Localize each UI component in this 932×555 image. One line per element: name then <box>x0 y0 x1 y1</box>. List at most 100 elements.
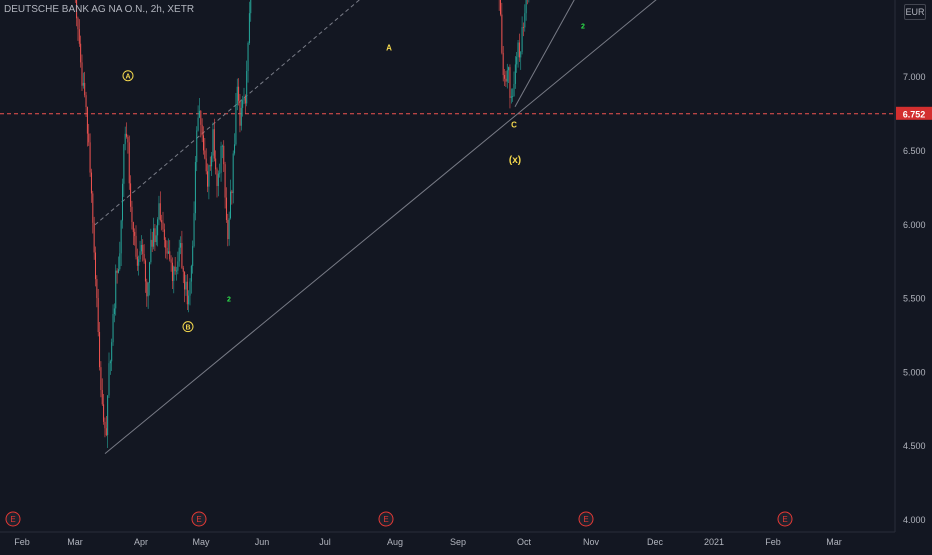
candle-body <box>167 251 169 254</box>
candle-body <box>97 297 99 333</box>
candle-body <box>140 244 142 252</box>
wave-label[interactable]: 2 <box>581 24 585 31</box>
candle-body <box>204 150 206 159</box>
candle-body <box>231 191 233 194</box>
candle-body <box>123 144 125 184</box>
wave-label[interactable]: 2 <box>227 297 231 304</box>
wave-label[interactable]: 1 <box>196 0 200 1</box>
candle-body <box>171 262 173 281</box>
wave-label[interactable]: (x) <box>509 155 521 166</box>
candle-body <box>244 97 246 104</box>
candle-body <box>130 183 132 207</box>
candle-body <box>248 13 250 44</box>
candle-body <box>111 342 113 362</box>
earnings-marker[interactable] <box>5 511 21 527</box>
candle-body <box>219 172 221 174</box>
candle-body <box>85 95 87 108</box>
candle-body <box>134 231 136 236</box>
candle-body <box>234 144 236 154</box>
trend-lines-layer <box>94 0 822 454</box>
earnings-marker[interactable] <box>191 511 207 527</box>
candle-body <box>90 172 92 194</box>
candle-body <box>217 173 219 187</box>
candle-body <box>166 247 168 254</box>
time-tick-label: 2021 <box>704 537 724 547</box>
trend-line[interactable] <box>514 0 785 107</box>
candle-body <box>159 203 161 221</box>
axes-layer: 4.000 4.500 5.000 5.500 6.000 6.500 7.000 Feb Ma… <box>0 0 926 547</box>
price-tick-label: 6.500 <box>903 146 926 156</box>
candle-body <box>138 259 140 266</box>
candle-body <box>122 183 123 221</box>
candle-body <box>182 267 184 272</box>
candle-body <box>513 83 515 97</box>
candle-body <box>108 363 110 396</box>
candle-body <box>84 82 86 96</box>
currency-button[interactable]: EUR <box>904 4 926 20</box>
price-tick-label: 4.000 <box>903 515 926 525</box>
candle-body <box>88 133 90 143</box>
candle-body <box>101 390 103 405</box>
candle-body <box>205 158 207 172</box>
candle-body <box>147 282 149 297</box>
earnings-marker-label: E <box>583 515 588 524</box>
earnings-marker-label: E <box>196 515 201 524</box>
candle-body <box>119 253 121 270</box>
candle-body <box>174 266 176 272</box>
wave-circle-letter: A <box>125 74 130 81</box>
candle-body <box>96 279 98 298</box>
candle-body <box>242 100 244 108</box>
candle-body <box>104 421 106 429</box>
candle-body <box>136 256 138 266</box>
candle-body <box>116 270 118 273</box>
candle-body <box>131 206 133 223</box>
candle-body <box>165 239 167 248</box>
wave-label[interactable]: A <box>386 44 392 53</box>
candle-body <box>169 251 171 260</box>
trend-line[interactable] <box>104 0 822 454</box>
candle-body <box>250 0 252 14</box>
candle-body <box>505 78 507 82</box>
time-tick-label: Feb <box>14 537 30 547</box>
earnings-marker[interactable] <box>777 511 793 527</box>
candle-body <box>510 96 512 98</box>
candle-body <box>213 129 215 159</box>
time-tick-label: May <box>192 537 210 547</box>
candle-body <box>132 222 134 232</box>
candle-body <box>144 260 146 282</box>
candle-body <box>177 261 179 271</box>
candle-body <box>197 117 199 131</box>
candle-body <box>117 269 119 273</box>
earnings-marker[interactable] <box>578 511 594 527</box>
candle-body <box>176 270 177 272</box>
price-tick-label: 4.500 <box>903 441 926 451</box>
candle-body <box>508 67 510 71</box>
candle-body <box>246 70 248 104</box>
candle-body <box>193 213 195 247</box>
candle-body <box>153 228 155 247</box>
candle-body <box>151 239 153 247</box>
candle-body <box>93 222 95 253</box>
time-tick-label: Jul <box>319 537 331 547</box>
wave-circle-label[interactable] <box>122 70 134 82</box>
candle-body <box>509 67 511 98</box>
candle-body <box>189 281 191 296</box>
trend-line[interactable] <box>94 0 815 226</box>
candle-body <box>224 164 226 198</box>
wave-circle-label[interactable] <box>182 321 194 333</box>
chart-symbol-title: DEUTSCHE BANK AG NA O.N., 2h, XETR <box>4 4 195 15</box>
candle-body <box>240 107 242 126</box>
candle-body <box>158 203 160 220</box>
candle-body <box>150 239 152 263</box>
earnings-marker[interactable] <box>378 511 394 527</box>
candle-body <box>180 243 182 248</box>
candle-body <box>149 262 150 283</box>
candle-body <box>135 235 137 257</box>
candle-body <box>223 145 225 165</box>
wave-label[interactable]: C <box>511 120 517 129</box>
candle-body <box>142 244 144 255</box>
candle-body <box>190 265 192 282</box>
candle-body <box>506 70 508 82</box>
